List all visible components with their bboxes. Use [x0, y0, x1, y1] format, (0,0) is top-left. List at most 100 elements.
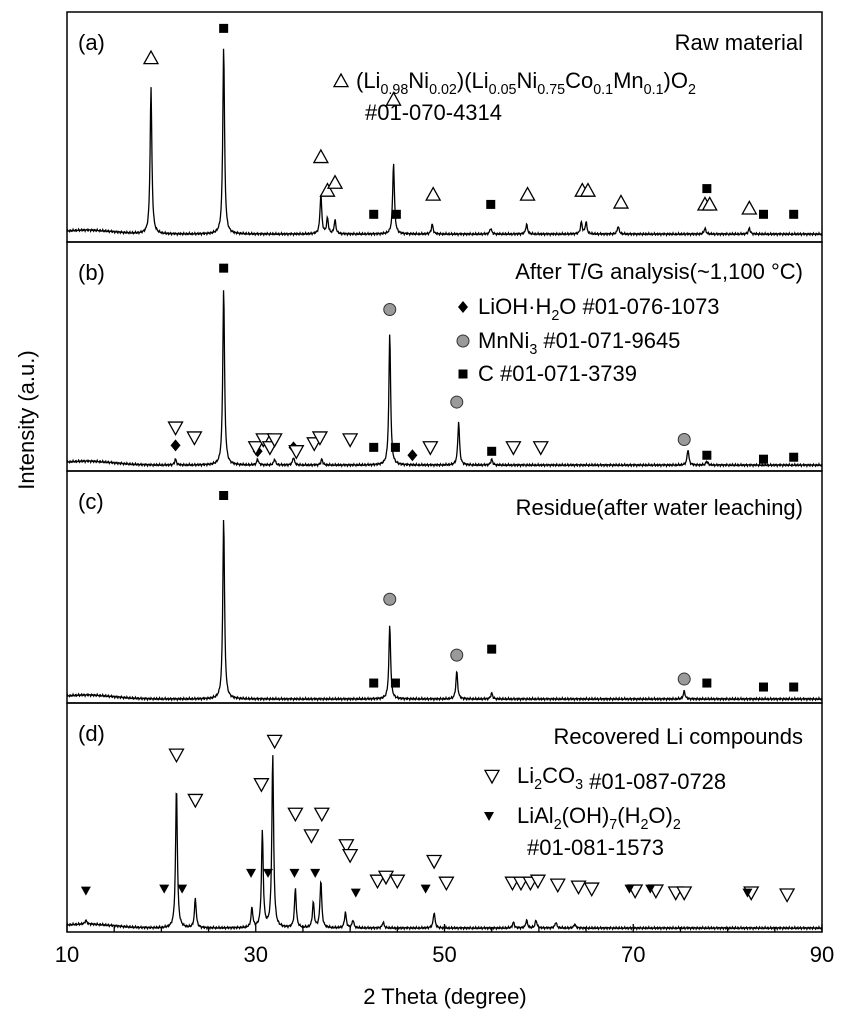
open-triangle-down-marker [167, 421, 184, 437]
open-triangle-up-marker [425, 186, 442, 201]
open-triangle-down-marker [422, 441, 439, 456]
legend-card: #01-070-4314 [365, 100, 502, 125]
open-triangle-down-marker [438, 876, 455, 892]
panel-label-b: (b) [78, 260, 105, 285]
xrd-trace-b [66, 290, 823, 469]
open-triangle-down-marker [287, 807, 304, 823]
open-triangle-down-marker [532, 441, 549, 456]
filled-triangle-down-marker [742, 888, 753, 898]
open-triangle-up-marker [519, 186, 536, 201]
square-marker [702, 184, 712, 194]
open-triangle-down-marker [288, 445, 305, 460]
square-marker [702, 678, 712, 688]
open-triangle-down-marker [247, 441, 264, 456]
square-marker [390, 442, 400, 452]
open-triangle-down-marker [426, 854, 443, 870]
square-marker [219, 263, 229, 273]
legend-marker [483, 769, 501, 785]
panel-title-b: After T/G analysis(~1,100 °C) [515, 259, 803, 284]
open-triangle-down-marker [266, 433, 283, 448]
open-triangle-up-marker [385, 91, 402, 106]
panel-label-d: (d) [78, 721, 105, 746]
legend-entry: MnNi3 #01-071-9645 [456, 328, 680, 358]
panel-title-d: Recovered Li compounds [554, 724, 803, 749]
open-triangle-down-marker [168, 748, 185, 764]
diamond-marker [407, 449, 418, 462]
filled-triangle-down-marker [289, 868, 300, 878]
open-triangle-down-marker [338, 839, 355, 854]
legend-marker [458, 369, 468, 379]
square-marker [219, 490, 229, 500]
legend-text: C #01-071-3739 [478, 361, 637, 386]
open-triangle-down-marker [186, 431, 203, 446]
open-triangle-down-marker [342, 848, 359, 864]
square-marker [219, 23, 229, 33]
x-tick-label: 30 [244, 942, 268, 967]
open-triangle-up-marker [579, 182, 597, 197]
square-marker [486, 199, 496, 209]
open-triangle-up-marker [612, 194, 630, 209]
square-marker [391, 209, 401, 219]
filled-triangle-down-marker [177, 884, 188, 894]
legend-marker [456, 334, 470, 348]
legend-entry: Li2CO3 #01-087-0728 [483, 763, 726, 794]
circle-marker [677, 672, 691, 686]
filled-triangle-down-marker [420, 884, 431, 894]
xrd-trace-c [66, 519, 823, 703]
square-marker [369, 678, 379, 688]
panel-label-a: (a) [78, 30, 105, 55]
open-triangle-up-marker [319, 182, 336, 197]
circle-marker [450, 395, 464, 409]
square-marker [758, 454, 768, 464]
legend-entry: LiOH·H2O #01-076-1073 [458, 294, 720, 324]
square-marker [702, 450, 712, 460]
open-triangle-up-marker [326, 174, 344, 189]
open-triangle-down-marker [583, 882, 600, 898]
panel-b: (b) After T/G analysis(~1,100 °C) LiOH·H2O… [66, 241, 823, 472]
x-tick-label: 50 [432, 942, 456, 967]
square-marker [390, 678, 400, 688]
open-triangle-up-marker [142, 49, 160, 65]
open-triangle-down-marker [549, 878, 566, 894]
open-triangle-down-marker [505, 441, 522, 456]
x-tick-label: 10 [55, 942, 79, 967]
filled-triangle-down-marker [310, 868, 321, 878]
open-triangle-up-marker [701, 196, 718, 211]
panel-c: (c) Residue(after water leaching) [66, 470, 823, 704]
panels-group: (a) Raw material (Li0.98Ni0.02)(Li0.05Ni0.… [66, 11, 823, 933]
open-triangle-down-marker [253, 778, 270, 793]
open-triangle-down-marker [529, 874, 547, 890]
legend-text: LiAl2(OH)7(H2O)2 [517, 803, 681, 833]
square-marker [369, 442, 379, 452]
legend-text: MnNi3 #01-071-9645 [478, 328, 680, 358]
open-triangle-down-marker [311, 431, 329, 446]
square-marker [789, 682, 799, 692]
x-tick-label: 70 [621, 942, 645, 967]
legend-marker [332, 72, 350, 88]
filled-triangle-down-marker [624, 884, 635, 894]
xrd-trace-a [66, 48, 823, 238]
open-triangle-down-marker [342, 433, 359, 448]
open-triangle-down-marker [389, 874, 406, 890]
y-axis-label: Intensity (a.u.) [14, 350, 39, 489]
panel-d: (d) Recovered Li compounds Li2CO3 #01-087-… [66, 702, 823, 933]
open-triangle-down-marker [266, 734, 283, 750]
square-marker [758, 209, 768, 219]
circle-marker [383, 592, 397, 606]
circle-marker [450, 648, 464, 662]
legend-card: #01-081-1573 [527, 835, 664, 860]
filled-triangle-down-marker [350, 888, 361, 898]
open-triangle-down-marker [676, 886, 693, 901]
square-marker [758, 682, 768, 692]
x-axis: 10 30 50 70 90 [55, 924, 834, 967]
filled-triangle-down-marker [80, 886, 91, 896]
square-marker [789, 209, 799, 219]
panel-title-a: Raw material [675, 30, 803, 55]
square-marker [487, 644, 497, 654]
panel-title-c: Residue(after water leaching) [516, 495, 803, 520]
square-marker [789, 452, 799, 462]
square-marker [487, 446, 497, 456]
filled-triangle-down-marker [246, 868, 257, 878]
open-triangle-up-marker [741, 200, 758, 215]
